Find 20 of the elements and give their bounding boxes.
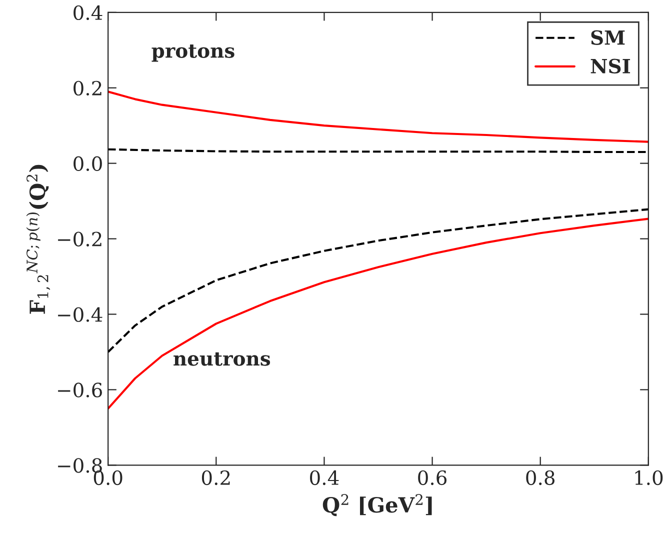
y-tick-label: −0.4 [58, 307, 102, 322]
annotation: protons [152, 44, 234, 62]
x-tick-label: 0.6 [418, 470, 447, 486]
y-axis-title: F$_{1,2}$$^{NC;p(n)}$(Q$^{2}$) [26, 164, 50, 314]
y-tick-label: 0.4 [74, 5, 102, 20]
y-tick-label: 0.2 [74, 80, 102, 96]
x-axis-title: Q$^{2}$ [GeV$^{2}$] [322, 494, 432, 516]
legend-label: NSI [590, 58, 630, 74]
legend-label: SM [591, 30, 625, 45]
x-tick-label: 1.0 [635, 470, 663, 486]
y-tick-label: −0.2 [58, 232, 102, 246]
annotation: neutrons [174, 352, 270, 366]
x-tick-label: 0.8 [526, 470, 554, 486]
line-series [108, 90, 648, 143]
x-tick-label: 0.4 [310, 470, 339, 486]
y-tick-label: 0.0 [74, 156, 102, 171]
line-series [108, 208, 648, 354]
x-tick-label: 0.2 [202, 470, 230, 486]
y-tick-label: −0.6 [58, 382, 102, 398]
line-series [108, 218, 648, 410]
